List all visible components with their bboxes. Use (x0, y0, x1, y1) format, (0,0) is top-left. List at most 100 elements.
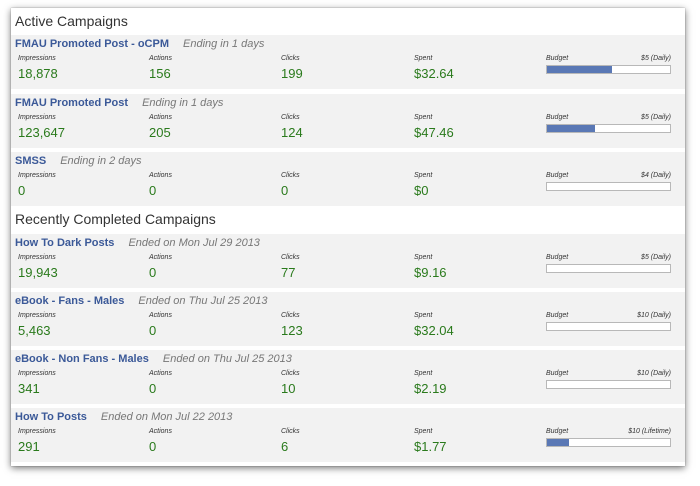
actions-value: 156 (149, 66, 171, 81)
budget-label: Budget (546, 114, 569, 121)
actions-label: Actions (149, 312, 172, 319)
clicks-metric: Clicks 199 (281, 55, 303, 81)
spent-value: $2.19 (414, 381, 447, 396)
impressions-label: Impressions (18, 428, 56, 435)
impressions-label: Impressions (18, 312, 56, 319)
impressions-label: Impressions (18, 172, 56, 179)
campaign-name-link[interactable]: SMSS (15, 155, 47, 167)
budget-progress-bar (546, 182, 671, 191)
impressions-label: Impressions (18, 254, 56, 261)
campaign-card: FMAU Promoted Post Ending in 1 days Impre… (11, 94, 685, 148)
spent-label: Spent (414, 370, 433, 377)
budget-label: Budget (546, 428, 569, 435)
campaigns-panel: Active Campaigns FMAU Promoted Post - oC… (11, 8, 685, 466)
impressions-metric: Impressions 291 (18, 428, 56, 454)
clicks-metric: Clicks 77 (281, 254, 300, 280)
impressions-value: 341 (18, 381, 40, 396)
actions-metric: Actions 0 (149, 254, 172, 280)
actions-value: 205 (149, 125, 171, 140)
actions-value: 0 (149, 183, 157, 198)
budget-amount: $10 (Daily) (637, 370, 671, 377)
clicks-value: 123 (281, 323, 303, 338)
impressions-label: Impressions (18, 55, 56, 62)
campaign-name-link[interactable]: How To Dark Posts (15, 237, 115, 249)
actions-value: 0 (149, 381, 157, 396)
impressions-metric: Impressions 18,878 (18, 55, 58, 81)
spent-metric: Spent $2.19 (414, 370, 447, 396)
clicks-metric: Clicks 0 (281, 172, 300, 198)
actions-metric: Actions 205 (149, 114, 172, 140)
actions-value: 0 (149, 439, 157, 454)
campaign-name-link[interactable]: eBook - Fans - Males (15, 295, 125, 307)
actions-metric: Actions 0 (149, 428, 172, 454)
actions-value: 0 (149, 323, 157, 338)
impressions-value: 123,647 (18, 125, 65, 140)
clicks-label: Clicks (281, 114, 300, 121)
campaign-card: How To Dark Posts Ended on Mon Jul 29 201… (11, 234, 685, 288)
campaign-status: Ended on Mon Jul 22 2013 (100, 411, 233, 423)
spent-label: Spent (414, 312, 433, 319)
clicks-value: 6 (281, 439, 289, 454)
campaign-status: Ending in 1 days (142, 97, 224, 109)
actions-label: Actions (149, 254, 172, 261)
budget-label: Budget (546, 312, 569, 319)
campaign-card: eBook - Fans - Males Ended on Thu Jul 25 … (11, 292, 685, 346)
clicks-metric: Clicks 123 (281, 312, 303, 338)
impressions-metric: Impressions 5,463 (18, 312, 56, 338)
spent-label: Spent (414, 254, 433, 261)
spent-value: $9.16 (414, 265, 447, 280)
spent-label: Spent (414, 114, 433, 121)
impressions-label: Impressions (18, 370, 56, 377)
clicks-label: Clicks (281, 55, 300, 62)
spent-metric: Spent $1.77 (414, 428, 447, 454)
campaign-status: Ended on Mon Jul 29 2013 (128, 237, 260, 249)
spent-metric: Spent $32.64 (414, 55, 454, 81)
impressions-value: 5,463 (18, 323, 51, 338)
actions-label: Actions (149, 114, 172, 121)
actions-label: Actions (149, 172, 172, 179)
spent-value: $0 (414, 183, 429, 198)
campaign-name-link[interactable]: eBook - Non Fans - Males (15, 353, 149, 365)
active-campaigns-heading: Active Campaigns (15, 13, 128, 29)
spent-label: Spent (414, 55, 433, 62)
campaign-status: Ending in 1 days (183, 38, 265, 50)
budget-label: Budget (546, 55, 569, 62)
impressions-metric: Impressions 123,647 (18, 114, 65, 140)
campaign-name-link[interactable]: FMAU Promoted Post - oCPM (15, 38, 169, 50)
spent-label: Spent (414, 172, 433, 179)
actions-value: 0 (149, 265, 157, 280)
actions-label: Actions (149, 428, 172, 435)
spent-metric: Spent $0 (414, 172, 432, 198)
spent-label: Spent (414, 428, 433, 435)
campaign-card: How To Posts Ended on Mon Jul 22 2013 Imp… (11, 408, 685, 462)
budget-amount: $4 (Daily) (641, 172, 671, 179)
actions-metric: Actions 156 (149, 55, 172, 81)
budget-amount: $10 (Daily) (637, 312, 671, 319)
budget-progress-bar (546, 438, 671, 447)
campaign-name-link[interactable]: FMAU Promoted Post (15, 97, 129, 109)
campaign-name-link[interactable]: How To Posts (15, 411, 87, 423)
budget-progress-fill (547, 439, 570, 446)
impressions-label: Impressions (18, 114, 56, 121)
clicks-value: 124 (281, 125, 303, 140)
clicks-label: Clicks (281, 428, 300, 435)
budget-progress-bar (546, 380, 671, 389)
budget-label: Budget (546, 172, 569, 179)
clicks-label: Clicks (281, 172, 300, 179)
spent-value: $1.77 (414, 439, 447, 454)
impressions-metric: Impressions 341 (18, 370, 56, 396)
spent-value: $32.64 (414, 66, 454, 81)
budget-label: Budget (546, 370, 569, 377)
actions-label: Actions (149, 370, 172, 377)
clicks-value: 0 (281, 183, 289, 198)
budget-label: Budget (546, 254, 569, 261)
budget-amount: $5 (Daily) (641, 254, 671, 261)
actions-metric: Actions 0 (149, 370, 172, 396)
budget-progress-bar (546, 264, 671, 273)
budget-progress-bar (546, 322, 671, 331)
campaign-card: eBook - Non Fans - Males Ended on Thu Jul… (11, 350, 685, 404)
campaign-card: SMSS Ending in 2 days Impressions 0 Action… (11, 152, 685, 206)
impressions-value: 19,943 (18, 265, 58, 280)
campaign-status: Ended on Thu Jul 25 2013 (138, 295, 268, 307)
completed-campaigns-heading: Recently Completed Campaigns (15, 211, 216, 227)
